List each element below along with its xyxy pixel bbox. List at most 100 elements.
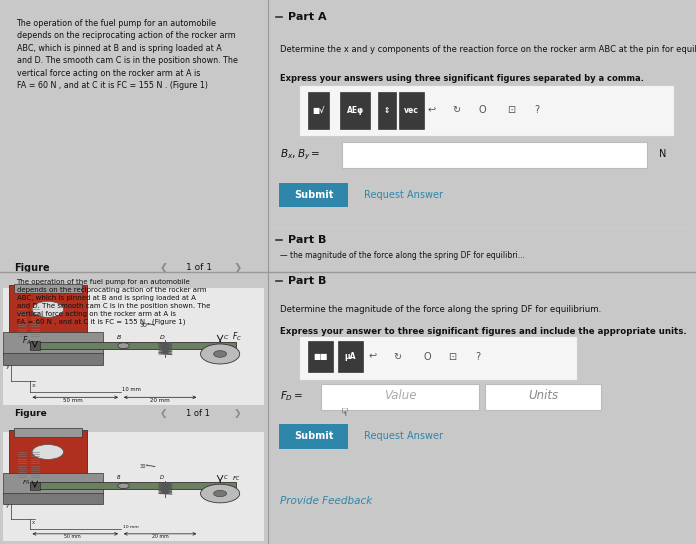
- FancyBboxPatch shape: [485, 384, 601, 410]
- Circle shape: [32, 301, 63, 317]
- Text: ↻: ↻: [452, 105, 461, 115]
- Bar: [3, 353, 103, 366]
- Bar: [14, 284, 82, 293]
- Text: Part B: Part B: [288, 276, 326, 286]
- Circle shape: [214, 491, 227, 497]
- Text: $B_x, B_y =$: $B_x, B_y =$: [280, 147, 320, 162]
- Bar: [29, 342, 236, 349]
- Bar: [8, 430, 87, 477]
- Text: AEφ: AEφ: [347, 106, 364, 115]
- Text: ❮: ❮: [160, 409, 168, 418]
- Text: $F_C$: $F_C$: [232, 331, 242, 343]
- Text: Submit: Submit: [294, 189, 333, 200]
- FancyBboxPatch shape: [378, 92, 395, 128]
- Bar: [29, 482, 40, 490]
- Text: μA: μA: [345, 352, 356, 361]
- Text: ⊡: ⊡: [507, 105, 516, 115]
- Text: ■√: ■√: [313, 106, 325, 115]
- Text: y: y: [6, 364, 10, 369]
- Text: $F_A$: $F_A$: [22, 478, 30, 486]
- Text: x: x: [32, 382, 36, 388]
- FancyBboxPatch shape: [399, 92, 424, 128]
- Bar: [3, 288, 264, 405]
- FancyBboxPatch shape: [278, 424, 349, 449]
- Text: 10 mm: 10 mm: [123, 524, 139, 529]
- Bar: [3, 473, 103, 494]
- Text: y: y: [6, 503, 9, 508]
- Text: ☞: ☞: [337, 406, 347, 417]
- Text: $C$: $C$: [223, 332, 229, 341]
- FancyBboxPatch shape: [308, 341, 333, 373]
- Text: Express your answer to three significant figures and include the appropriate uni: Express your answer to three significant…: [280, 326, 687, 336]
- Text: $B$: $B$: [116, 332, 122, 341]
- Text: $D$: $D$: [159, 332, 165, 341]
- Text: Figure: Figure: [14, 263, 49, 273]
- Circle shape: [118, 483, 129, 489]
- Text: 1 of 1: 1 of 1: [186, 409, 210, 418]
- Text: ■■: ■■: [314, 352, 329, 361]
- Text: 30°: 30°: [139, 464, 148, 469]
- FancyBboxPatch shape: [299, 84, 674, 136]
- Text: The operation of the fuel pump for an automobile
depends on the reciprocating ac: The operation of the fuel pump for an au…: [17, 279, 210, 325]
- Text: 20 mm: 20 mm: [150, 398, 170, 403]
- FancyBboxPatch shape: [338, 341, 363, 373]
- Bar: [3, 493, 103, 504]
- Text: Figure: Figure: [14, 409, 47, 418]
- FancyBboxPatch shape: [308, 92, 329, 128]
- Text: 20 mm: 20 mm: [152, 534, 168, 539]
- Circle shape: [118, 343, 129, 349]
- Text: 50 mm: 50 mm: [64, 534, 81, 539]
- Text: Submit: Submit: [294, 431, 333, 442]
- FancyBboxPatch shape: [278, 183, 349, 207]
- Bar: [3, 332, 103, 355]
- Text: ?: ?: [475, 351, 480, 362]
- Text: Value: Value: [383, 390, 416, 403]
- Text: 30°: 30°: [139, 323, 150, 327]
- FancyBboxPatch shape: [299, 336, 577, 380]
- Text: O: O: [423, 351, 431, 362]
- Text: Part A: Part A: [288, 12, 327, 22]
- Text: Units: Units: [528, 390, 558, 403]
- Circle shape: [200, 344, 239, 364]
- Text: Request Answer: Request Answer: [364, 431, 443, 442]
- Text: ↩: ↩: [427, 105, 436, 115]
- Circle shape: [214, 351, 227, 357]
- Text: vec: vec: [404, 106, 419, 115]
- Text: Part B: Part B: [288, 235, 326, 245]
- Text: $F_C$: $F_C$: [232, 474, 241, 484]
- Text: ⊡: ⊡: [448, 351, 457, 362]
- Text: ↩: ↩: [368, 351, 377, 362]
- Text: $C$: $C$: [223, 473, 228, 481]
- Text: O: O: [478, 105, 486, 115]
- Text: Determine the magnitude of the force along the spring DF for equilibrium.: Determine the magnitude of the force alo…: [280, 305, 601, 314]
- Text: Express your answers using three significant figures separated by a comma.: Express your answers using three signifi…: [280, 74, 644, 83]
- Text: 1 of 1: 1 of 1: [186, 263, 212, 273]
- Text: Determine the x and y components of the reaction force on the rocker arm ABC at : Determine the x and y components of the …: [280, 45, 696, 54]
- Text: ❮: ❮: [160, 263, 168, 273]
- Text: ❯: ❯: [233, 409, 241, 418]
- Text: ↻: ↻: [394, 351, 402, 362]
- Text: 10 mm: 10 mm: [122, 387, 141, 392]
- Text: $D$: $D$: [159, 473, 164, 481]
- FancyBboxPatch shape: [342, 142, 647, 169]
- Bar: [29, 483, 236, 489]
- Bar: [3, 432, 264, 541]
- Circle shape: [200, 484, 239, 503]
- Text: 50 mm: 50 mm: [63, 398, 83, 403]
- Text: Request Answer: Request Answer: [364, 189, 443, 200]
- Text: N: N: [659, 150, 666, 159]
- Text: ?: ?: [534, 105, 539, 115]
- Text: x: x: [32, 520, 35, 525]
- Bar: [14, 429, 82, 437]
- Text: ⇕: ⇕: [383, 106, 390, 115]
- Text: Provide Feedback: Provide Feedback: [280, 496, 372, 506]
- Text: ❯: ❯: [233, 263, 242, 273]
- Bar: [8, 285, 87, 336]
- Circle shape: [32, 444, 63, 460]
- FancyBboxPatch shape: [321, 384, 479, 410]
- Text: — the magnitude of the force along the spring DF for equilibri...: — the magnitude of the force along the s…: [280, 251, 525, 260]
- Text: The operation of the fuel pump for an automobile
depends on the reciprocating ac: The operation of the fuel pump for an au…: [17, 18, 237, 90]
- Text: $F_A$: $F_A$: [22, 335, 31, 347]
- FancyBboxPatch shape: [340, 92, 370, 128]
- Text: $F_D =$: $F_D =$: [280, 389, 303, 403]
